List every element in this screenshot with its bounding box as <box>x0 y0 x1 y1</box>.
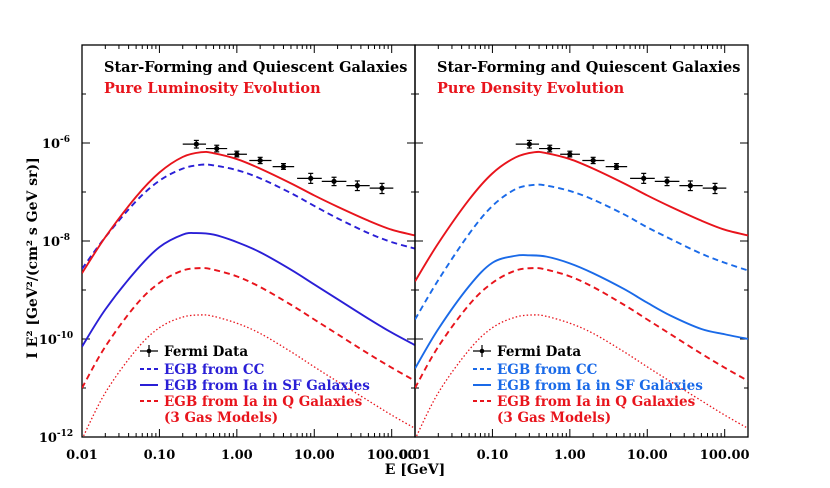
fermi-data-point <box>515 139 540 149</box>
series-line-egb-from-cc <box>82 163 415 270</box>
fermi-data-point <box>702 182 727 195</box>
fermi-data-point <box>654 176 680 187</box>
fermi-marker <box>280 163 287 170</box>
y-tick-base: 10 <box>42 137 60 152</box>
series-line-egb-from-ia-in-q-galaxies-upper <box>415 267 748 389</box>
legend-label: EGB from CC <box>497 362 598 378</box>
x-axis-label: E [GeV] <box>385 462 446 478</box>
y-tick-base: 10 <box>39 431 57 446</box>
y-tick-exponent: -10 <box>57 331 73 341</box>
legend-label: Fermi Data <box>497 344 581 360</box>
fermi-data-point <box>630 172 655 184</box>
legend-label: EGB from CC <box>164 362 265 378</box>
fermi-marker <box>664 178 670 184</box>
legend-swatch-marker <box>146 348 152 354</box>
series-line-total-red-solid <box>415 150 748 282</box>
fermi-data-point <box>321 176 347 187</box>
x-tick-label: 10.00 <box>627 448 668 463</box>
y-tick-exponent: -12 <box>57 429 73 439</box>
legend-label: (3 Gas Models) <box>497 410 611 426</box>
series-line-egb-from-ia-in-sf-galaxies <box>82 232 415 348</box>
y-tick-label: 10-12 <box>39 429 73 446</box>
legend-label: EGB from Ia in Q Galaxies <box>164 394 363 410</box>
y-axis-label: I E² [GeV²/(cm² s GeV sr)] <box>25 157 41 359</box>
series-line-egb-from-cc <box>415 183 748 320</box>
x-tick-label: 100.00 <box>700 448 750 463</box>
fermi-marker <box>567 151 573 157</box>
panel-1: 0.01 0.10 1.00 10.00 100.0010-610-810-1010-1… <box>39 44 417 463</box>
fermi-marker <box>257 157 263 164</box>
legend-label: (3 Gas Models) <box>164 410 278 426</box>
x-tick-label: 0.10 <box>477 448 509 463</box>
fermi-marker <box>547 145 553 152</box>
series-group <box>415 150 748 437</box>
fermi-data-point <box>369 182 394 195</box>
legend-swatch-marker <box>479 348 485 354</box>
panel-2: 0.01 0.10 1.00 10.00 100.00 Star-Forming and … <box>399 44 750 463</box>
series-line-egb-from-ia-in-sf-galaxies <box>415 254 748 369</box>
series-line-egb-from-ia-in-q-galaxies-lower <box>415 314 748 437</box>
fermi-data-point <box>582 156 605 165</box>
y-tick-exponent: -8 <box>60 233 70 243</box>
panel-subtitle: Pure Density Evolution <box>437 80 625 97</box>
series-line-egb-from-ia-in-q-galaxies-lower <box>82 314 415 437</box>
fermi-data-point <box>560 150 580 158</box>
fermi-marker <box>687 183 693 189</box>
fermi-data-point <box>206 144 228 153</box>
fermi-marker <box>331 178 337 184</box>
fermi-marker <box>379 185 385 191</box>
x-tick-label: 1.00 <box>554 448 586 463</box>
y-tick-exponent: -6 <box>60 135 70 145</box>
x-tick-label: 0.01 <box>66 448 98 463</box>
series-line-egb-from-ia-in-q-galaxies-upper <box>82 267 415 389</box>
y-tick-base: 10 <box>39 333 57 348</box>
legend-label: EGB from Ia in Q Galaxies <box>497 394 696 410</box>
fermi-data-point <box>182 139 207 149</box>
legend-label: EGB from Ia in SF Galaxies <box>497 378 703 394</box>
panel-title: Star-Forming and Quiescent Galaxies <box>104 59 407 76</box>
fermi-data-point <box>227 150 247 158</box>
fermi-marker <box>234 151 240 157</box>
y-tick-label: 10-8 <box>42 233 70 250</box>
legend-label: EGB from Ia in SF Galaxies <box>164 378 370 394</box>
fermi-marker <box>712 185 718 191</box>
fermi-data-point <box>679 180 703 192</box>
fermi-data-point <box>249 156 272 165</box>
y-tick-label: 10-6 <box>42 135 70 152</box>
panel-subtitle: Pure Luminosity Evolution <box>104 80 321 97</box>
fermi-marker <box>193 141 199 147</box>
fermi-marker <box>308 175 314 181</box>
x-tick-label: 1.00 <box>221 448 253 463</box>
series-group <box>82 150 415 437</box>
fermi-marker <box>214 145 220 152</box>
fermi-data-point <box>539 144 561 153</box>
fermi-marker <box>613 163 620 170</box>
panel-title: Star-Forming and Quiescent Galaxies <box>437 59 740 76</box>
fermi-data-point <box>272 162 295 170</box>
x-tick-label: 0.10 <box>144 448 176 463</box>
legend-label: Fermi Data <box>164 344 248 360</box>
fermi-marker <box>526 141 532 147</box>
series-line-total-red-solid <box>82 150 415 274</box>
y-tick-base: 10 <box>42 235 60 250</box>
fermi-data-point <box>297 172 322 184</box>
x-tick-label: 0.01 <box>399 448 431 463</box>
fermi-data-point <box>605 162 628 170</box>
fermi-marker <box>354 183 360 189</box>
fermi-data-point <box>346 180 370 192</box>
y-tick-label: 10-10 <box>39 331 73 348</box>
x-tick-label: 100.00 <box>367 448 417 463</box>
fermi-marker <box>641 175 647 181</box>
x-tick-label: 10.00 <box>294 448 335 463</box>
fermi-marker <box>590 157 596 164</box>
